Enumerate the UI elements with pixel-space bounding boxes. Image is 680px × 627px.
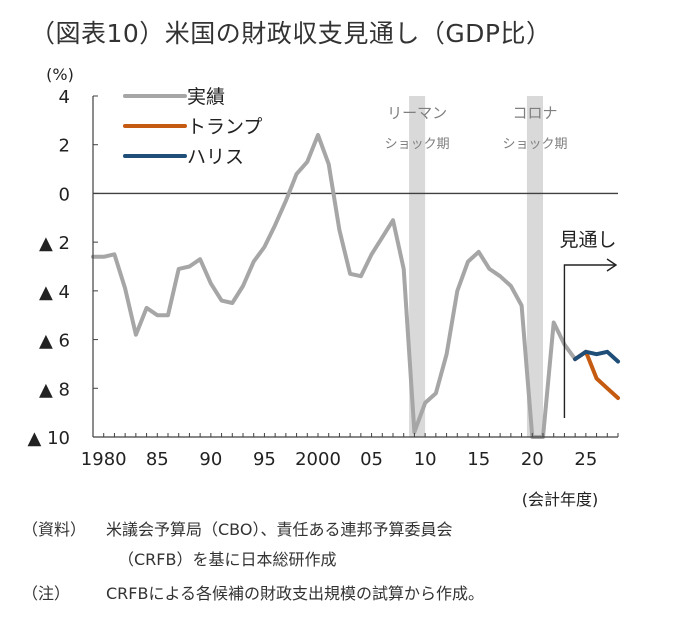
forecast-marker bbox=[563, 264, 616, 418]
shaded-periods bbox=[409, 96, 543, 437]
footnote-label: （注） bbox=[22, 584, 71, 603]
source-note-label: （資料） bbox=[22, 520, 87, 539]
series-line bbox=[573, 349, 620, 364]
x-tick-label: 15 bbox=[467, 449, 490, 470]
shaded-period bbox=[409, 96, 426, 437]
shaded-period bbox=[526, 96, 543, 437]
y-tick-label: ▲ 4 bbox=[39, 282, 70, 303]
x-tick-label: 2000 bbox=[295, 449, 341, 470]
series-line bbox=[573, 349, 620, 400]
x-tick-label: 85 bbox=[146, 449, 169, 470]
y-tick-label: 4 bbox=[59, 87, 70, 108]
chart-title: （図表10）米国の財政収支見通し（GDP比） bbox=[30, 19, 552, 48]
y-tick-label: 2 bbox=[59, 136, 70, 157]
y-tick-label: ▲ 10 bbox=[28, 428, 70, 449]
x-tick-label: 95 bbox=[253, 449, 276, 470]
y-tick-label: 0 bbox=[59, 184, 70, 205]
series-line bbox=[91, 133, 578, 439]
x-tick-label: 05 bbox=[360, 449, 383, 470]
legend-label: 実績 bbox=[187, 86, 225, 108]
series-lines bbox=[91, 133, 620, 439]
y-tick-label: ▲ 8 bbox=[39, 379, 70, 400]
shaded-period-label: ショック期 bbox=[385, 137, 450, 152]
source-note-line-1: 米議会予算局（CBO）、責任ある連邦予算委員会 bbox=[106, 520, 453, 539]
shaded-period-label: ショック期 bbox=[502, 137, 567, 152]
axes bbox=[92, 95, 619, 438]
source-note-line-2: （CRFB）を基に日本総研作成 bbox=[118, 550, 337, 569]
x-tick-label: 20 bbox=[521, 449, 544, 470]
forecast-label: 見通し bbox=[559, 229, 616, 251]
x-axis-label: (会計年度) bbox=[522, 490, 599, 509]
x-tick-label: 90 bbox=[199, 449, 222, 470]
legend-label: ハリス bbox=[187, 146, 244, 168]
forecast-annotation: 見通し bbox=[559, 229, 618, 418]
y-tick-label: ▲ 2 bbox=[39, 233, 70, 254]
y-tick-label: ▲ 6 bbox=[39, 331, 70, 352]
shaded-period-label: リーマン bbox=[387, 104, 447, 122]
footnote-line-1: CRFBによる各候補の財政支出規模の試算から作成。 bbox=[106, 584, 484, 603]
forecast-arrowhead bbox=[606, 258, 618, 272]
x-tick-label: 25 bbox=[574, 449, 597, 470]
x-tick-label: 10 bbox=[414, 449, 437, 470]
legend-label: トランプ bbox=[187, 116, 262, 138]
x-tick-label: 1980 bbox=[81, 449, 127, 470]
y-axis-unit: (%) bbox=[46, 65, 74, 84]
shaded-period-label: コロナ bbox=[512, 104, 557, 122]
